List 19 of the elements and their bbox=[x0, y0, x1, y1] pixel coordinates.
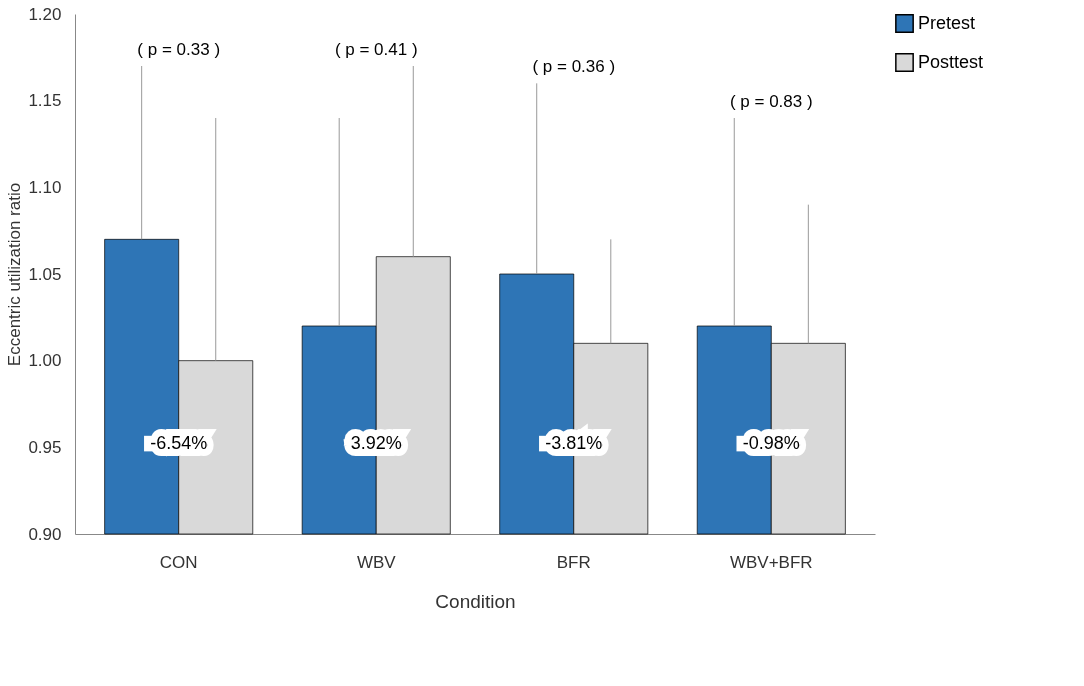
annotation: ( p = 0.36 ) bbox=[532, 57, 616, 77]
x-tick-label: WBV bbox=[356, 552, 397, 572]
annotation: ( p = 0.33 ) bbox=[137, 40, 221, 59]
x-tick-label: BFR bbox=[556, 552, 591, 572]
y-tick-label: 0.95 bbox=[28, 437, 62, 457]
y-tick-label: 1.10 bbox=[28, 177, 62, 197]
legend-label: Posttest bbox=[918, 51, 984, 72]
x-tick-label: CON bbox=[159, 552, 198, 572]
y-axis-title: Eccentric utilization ratio bbox=[5, 182, 25, 367]
annotation: ( p = 0.83 ) bbox=[729, 92, 813, 111]
y-tick-label: 1.00 bbox=[28, 351, 62, 371]
y-tick-label: 1.15 bbox=[28, 91, 62, 111]
legend-label: Pretest bbox=[918, 12, 976, 33]
y-tick-label: 0.90 bbox=[28, 524, 62, 544]
y-tick-label: 1.20 bbox=[28, 4, 62, 24]
x-axis-title: Condition bbox=[435, 590, 516, 612]
y-tick-label: 1.05 bbox=[28, 264, 62, 284]
x-tick-label: WBV+BFR bbox=[729, 552, 813, 572]
annotation: ( p = 0.41 ) bbox=[334, 40, 418, 59]
